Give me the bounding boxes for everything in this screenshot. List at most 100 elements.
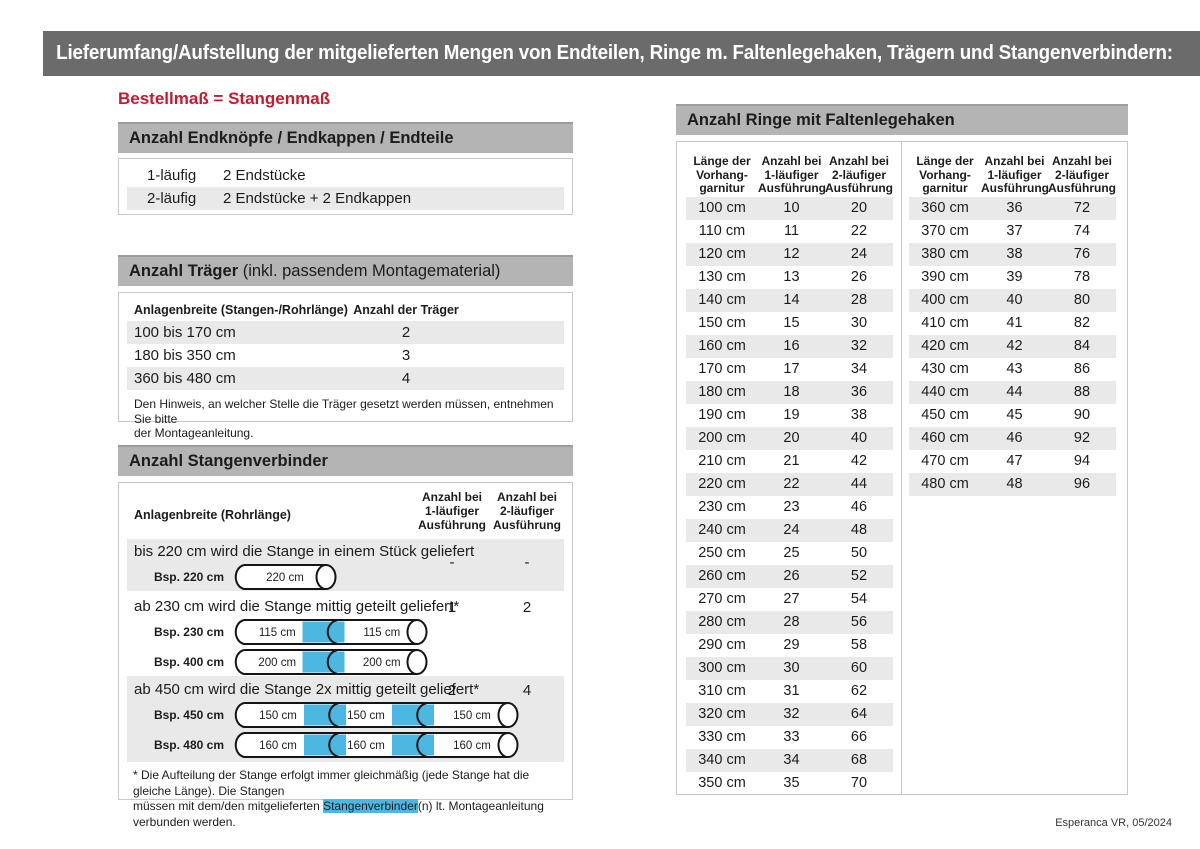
endteile-value: 2 Endstücke + 2 Endkappen	[223, 190, 412, 207]
ring-count-2laeufig: 70	[850, 775, 868, 791]
ring-count-1laeufig: 14	[783, 292, 800, 308]
anlagenbreite-range: 180 bis 350 cm	[134, 347, 236, 364]
ring-row: 110 cm 11 22	[686, 220, 893, 243]
ring-count-2laeufig: 32	[850, 338, 868, 354]
stangenverbinder-connector	[392, 704, 434, 726]
stangenverbinder-connector	[302, 651, 345, 673]
ring-count-2laeufig: 58	[850, 637, 868, 653]
ring-length: 410 cm	[921, 315, 969, 331]
section-header-verbinder: Anzahl Stangenverbinder	[118, 445, 573, 476]
col-anzahl-1-laeufig: Anzahl bei 1-läufiger Ausführung	[981, 154, 1049, 195]
section-header-ringe: Anzahl Ringe mit Faltenlegehaken	[676, 104, 1128, 135]
ring-row: 310 cm 31 62	[686, 680, 893, 703]
section-header-endteile: Anzahl Endknöpfe / Endkappen / Endteile	[118, 122, 573, 153]
endteile-row: 1-läufig 2 Endstücke	[127, 164, 564, 187]
table-divider	[901, 142, 902, 794]
ring-count-2laeufig: 62	[850, 683, 868, 699]
ring-count-2laeufig: 20	[850, 200, 868, 216]
ring-row: 350 cm 35 70	[686, 772, 893, 795]
ring-length: 460 cm	[921, 430, 969, 446]
ring-length: 100 cm	[698, 200, 746, 216]
ring-length: 170 cm	[698, 361, 746, 377]
rod-diagram: 220 cm	[234, 564, 337, 590]
ring-length: 310 cm	[698, 683, 746, 699]
ring-count-1laeufig: 11	[783, 223, 800, 239]
rod-segment-length: 200 cm	[258, 657, 296, 669]
verbinder-rule-text: bis 220 cm wird die Stange in einem Stüc…	[134, 543, 475, 560]
ring-length: 200 cm	[698, 430, 746, 446]
ring-count-1laeufig: 43	[1006, 361, 1023, 377]
ring-count-2laeufig: 40	[850, 430, 868, 446]
rod-example: Bsp. 400 cm 200 cm 200 cm	[127, 648, 564, 676]
section-header-verbinder-label: Anzahl Stangenverbinder	[129, 452, 328, 470]
col-anlagenbreite-rohr: Anlagenbreite (Rohrlänge)	[134, 508, 291, 522]
ring-count-1laeufig: 48	[1006, 476, 1023, 492]
verbinder-rows: bis 220 cm wird die Stange in einem Stüc…	[119, 539, 572, 762]
ring-length: 220 cm	[698, 476, 746, 492]
traeger-count: 4	[401, 370, 411, 387]
count-1-laeufig: 2	[447, 682, 457, 699]
endteile-table: 1-läufig 2 Endstücke 2-läufig 2 Endstücke +…	[118, 158, 573, 215]
ring-count-2laeufig: 80	[1073, 292, 1091, 308]
ring-count-2laeufig: 74	[1073, 223, 1091, 239]
ring-length: 110 cm	[698, 223, 746, 239]
ring-length: 130 cm	[698, 269, 746, 285]
ring-row: 330 cm 33 66	[686, 726, 893, 749]
ring-length: 120 cm	[698, 246, 746, 262]
rod-segment-length: 160 cm	[259, 740, 297, 752]
ring-count-1laeufig: 44	[1006, 384, 1023, 400]
traeger-count: 3	[401, 347, 411, 364]
verbinder-row-head: ab 230 cm wird die Stange mittig geteilt…	[127, 598, 564, 616]
col-anzahl-traeger: Anzahl der Träger	[353, 303, 459, 317]
col-anzahl-1-laeufig: Anzahl bei 1-läufiger Ausführung	[418, 490, 486, 532]
ring-count-2laeufig: 96	[1073, 476, 1091, 492]
ring-count-1laeufig: 26	[783, 568, 800, 584]
page-title: Lieferumfang/Aufstellung der mitgeliefer…	[56, 42, 1173, 64]
ring-count-1laeufig: 25	[783, 545, 800, 561]
ring-length: 300 cm	[698, 660, 746, 676]
ring-count-2laeufig: 28	[850, 292, 868, 308]
section-header-traeger-label: Anzahl Träger (inkl. passendem Montagema…	[118, 262, 500, 281]
ring-count-2laeufig: 82	[1073, 315, 1091, 331]
ring-count-1laeufig: 21	[783, 453, 800, 469]
ring-count-1laeufig: 46	[1006, 430, 1023, 446]
ring-count-2laeufig: 76	[1073, 246, 1091, 262]
ring-row: 380 cm 38 76	[909, 243, 1116, 266]
ring-row: 240 cm 24 48	[686, 519, 893, 542]
ring-count-1laeufig: 30	[783, 660, 800, 676]
ring-length: 340 cm	[698, 752, 746, 768]
ring-count-1laeufig: 37	[1006, 223, 1023, 239]
traeger-note: Den Hinweis, an welcher Stelle die Träge…	[134, 397, 554, 440]
footnote-text-pre: * Die Aufteilung der Stange erfolgt imme…	[133, 768, 530, 813]
ring-count-1laeufig: 16	[783, 338, 800, 354]
ring-count-1laeufig: 20	[783, 430, 800, 446]
verbinder-row: ab 230 cm wird die Stange mittig geteilt…	[127, 591, 564, 676]
verbinder-rule-text: ab 450 cm wird die Stange 2x mittig gete…	[134, 681, 480, 698]
rod-graphic: 160 cm 160 cm 160 cm	[232, 731, 519, 759]
footnote-text-post: (n) lt. Montageanleitung verbunden werde…	[133, 799, 544, 829]
ring-length: 210 cm	[698, 453, 746, 469]
ring-row: 460 cm 46 92	[909, 427, 1116, 450]
ring-length: 450 cm	[921, 407, 969, 423]
ring-count-2laeufig: 50	[850, 545, 868, 561]
ring-length: 360 cm	[921, 200, 969, 216]
verbinder-row: bis 220 cm wird die Stange in einem Stüc…	[127, 539, 564, 591]
ring-count-1laeufig: 33	[783, 729, 800, 745]
ring-count-1laeufig: 35	[783, 775, 800, 791]
ring-row: 180 cm 18 36	[686, 381, 893, 404]
ring-count-2laeufig: 48	[850, 522, 868, 538]
ring-length: 330 cm	[698, 729, 746, 745]
ring-row: 220 cm 22 44	[686, 473, 893, 496]
ring-row: 210 cm 21 42	[686, 450, 893, 473]
ring-count-2laeufig: 92	[1073, 430, 1091, 446]
rod-segment-length: 200 cm	[363, 657, 401, 669]
ring-count-2laeufig: 24	[850, 246, 868, 262]
ring-row: 300 cm 30 60	[686, 657, 893, 680]
lauf-type-label: 1-läufig	[147, 167, 197, 184]
ring-length: 140 cm	[698, 292, 746, 308]
verbinder-row: ab 450 cm wird die Stange 2x mittig gete…	[127, 676, 564, 762]
ring-count-2laeufig: 68	[850, 752, 868, 768]
ring-count-1laeufig: 15	[783, 315, 800, 331]
rod-example-label: Bsp. 230 cm	[153, 625, 224, 639]
ring-length: 480 cm	[921, 476, 969, 492]
